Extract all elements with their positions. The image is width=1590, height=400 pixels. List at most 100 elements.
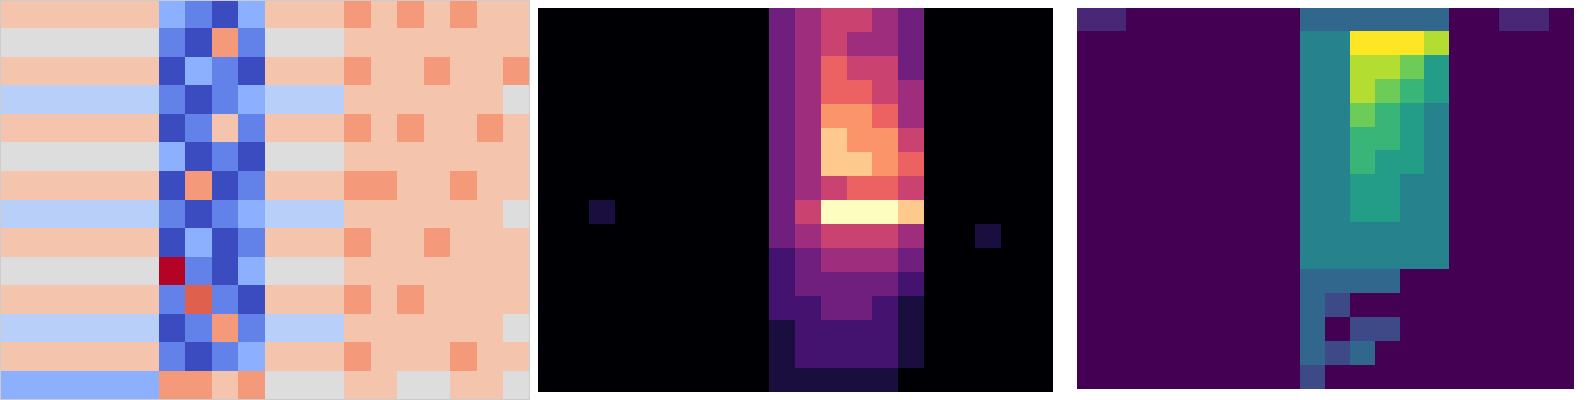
heatmap-cell bbox=[212, 171, 239, 200]
heatmap-cell bbox=[1101, 246, 1127, 270]
heatmap-cell bbox=[0, 0, 27, 29]
heatmap-cell bbox=[1424, 293, 1450, 318]
heatmap-cell bbox=[666, 248, 693, 272]
heatmap-cell bbox=[397, 142, 424, 172]
heatmap-cell bbox=[265, 314, 292, 343]
heatmap-cell bbox=[212, 257, 239, 286]
heatmap-cell bbox=[1400, 222, 1425, 247]
heatmap-cell bbox=[1275, 269, 1301, 294]
heatmap-cell bbox=[503, 114, 530, 143]
heatmap-cell bbox=[106, 57, 133, 86]
heatmap-cell bbox=[795, 248, 822, 272]
heatmap-cell bbox=[950, 128, 976, 152]
heatmap-cell bbox=[1350, 365, 1376, 389]
heatmap-cell bbox=[106, 285, 133, 315]
heatmap-cell bbox=[185, 342, 212, 372]
heatmap-cell bbox=[538, 320, 564, 344]
heatmap-cell bbox=[1226, 293, 1251, 318]
heatmap-cell bbox=[1077, 103, 1102, 128]
heatmap-cell bbox=[1201, 55, 1227, 80]
heatmap-cell bbox=[397, 57, 424, 86]
heatmap-cell bbox=[641, 176, 667, 200]
heatmap-cell bbox=[1226, 365, 1251, 389]
heatmap-cell bbox=[1325, 365, 1351, 389]
heatmap-cell bbox=[1499, 293, 1525, 318]
heatmap-cell bbox=[477, 371, 504, 400]
heatmap-cell bbox=[666, 224, 693, 248]
heatmap-cell bbox=[291, 371, 318, 400]
heatmap-cell bbox=[1151, 269, 1177, 294]
heatmap-cell bbox=[1001, 248, 1028, 272]
heatmap-cell bbox=[265, 114, 292, 143]
heatmap-cell bbox=[924, 152, 950, 176]
heatmap-cell bbox=[1549, 365, 1574, 389]
heatmap-cell bbox=[821, 248, 847, 272]
heatmap-cell bbox=[1524, 31, 1550, 56]
heatmap-cell bbox=[344, 228, 371, 258]
heatmap-cell bbox=[1300, 127, 1326, 151]
heatmap-panel bbox=[1077, 8, 1574, 389]
heatmap-cell bbox=[477, 57, 504, 86]
heatmap-cell bbox=[975, 80, 1002, 104]
heatmap-cell bbox=[563, 128, 590, 152]
heatmap-cell bbox=[769, 272, 796, 296]
heatmap-cell bbox=[744, 32, 770, 56]
heatmap-cell bbox=[1400, 317, 1425, 342]
heatmap-cell bbox=[872, 320, 899, 344]
heatmap-cell bbox=[424, 57, 451, 86]
heatmap-cell bbox=[1474, 341, 1500, 366]
heatmap-cell bbox=[872, 248, 899, 272]
heatmap-cell bbox=[769, 248, 796, 272]
heatmap-cell bbox=[132, 257, 159, 286]
heatmap-cell bbox=[1549, 31, 1574, 56]
heatmap-cell bbox=[1201, 317, 1227, 342]
panel-frame bbox=[539, 9, 1053, 392]
heatmap-cell bbox=[450, 142, 477, 172]
heatmap-cell bbox=[344, 257, 371, 286]
heatmap-cell bbox=[1151, 31, 1177, 56]
heatmap-cell bbox=[718, 296, 744, 320]
heatmap-cell bbox=[185, 85, 212, 115]
heatmap-cell bbox=[450, 85, 477, 115]
heatmap-cell bbox=[371, 371, 398, 400]
heatmap-cell bbox=[1027, 296, 1053, 320]
heatmap-cell bbox=[795, 320, 822, 344]
heatmap-cell bbox=[291, 114, 318, 143]
heatmap-cell bbox=[344, 285, 371, 315]
heatmap-cell bbox=[503, 0, 530, 29]
heatmap-cell bbox=[1275, 79, 1301, 104]
heatmap-cell bbox=[1549, 103, 1574, 128]
heatmap-cell bbox=[1176, 269, 1202, 294]
heatmap-cell bbox=[1300, 317, 1326, 342]
heatmap-cell bbox=[1499, 31, 1525, 56]
heatmap-cell bbox=[1350, 127, 1376, 151]
heatmap-cell bbox=[1375, 174, 1401, 199]
heatmap-cell bbox=[563, 104, 590, 128]
heatmap-cell bbox=[1325, 341, 1351, 366]
heatmap-cell bbox=[1325, 246, 1351, 270]
heatmap-cell bbox=[1325, 293, 1351, 318]
heatmap-cell bbox=[1275, 293, 1301, 318]
heatmap-cell bbox=[1325, 198, 1351, 223]
heatmap-cell bbox=[872, 152, 899, 176]
heatmap-cell bbox=[503, 171, 530, 200]
heatmap-cell bbox=[898, 368, 925, 392]
heatmap-cell bbox=[477, 200, 504, 229]
heatmap-cell bbox=[872, 200, 899, 224]
heatmap-cell bbox=[159, 257, 186, 286]
heatmap-cell bbox=[898, 320, 925, 344]
heatmap-cell bbox=[1424, 55, 1450, 80]
heatmap-cell bbox=[26, 257, 53, 286]
heatmap-cell bbox=[132, 314, 159, 343]
heatmap-cell bbox=[898, 248, 925, 272]
heatmap-cell bbox=[291, 142, 318, 172]
heatmap-cell bbox=[79, 285, 106, 315]
heatmap-cell bbox=[238, 342, 265, 372]
heatmap-cell bbox=[1449, 55, 1475, 80]
heatmap-cell bbox=[1400, 31, 1425, 56]
heatmap-cell bbox=[397, 257, 424, 286]
heatmap-cell bbox=[589, 128, 616, 152]
heatmap-cell bbox=[1250, 293, 1276, 318]
heatmap-cell bbox=[692, 152, 719, 176]
heatmap-cell bbox=[563, 56, 590, 80]
